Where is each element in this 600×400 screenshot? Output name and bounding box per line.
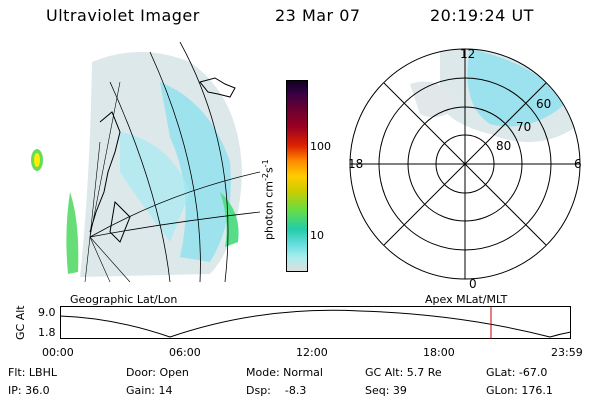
- colorbar-tick-100: 100: [310, 140, 331, 153]
- header-time: 20:19:24 UT: [430, 6, 534, 25]
- mlat-label-60: 60: [536, 97, 551, 111]
- seq-value: Seq: 39: [365, 384, 407, 397]
- polar-plot: 12 18 6 0 60 70 80: [348, 47, 582, 291]
- geographic-image: [31, 42, 260, 283]
- xtick-0600: 06:00: [169, 346, 201, 359]
- colorbar-unit-label: photon cm-2s-1: [261, 159, 276, 240]
- altitude-ymax: 9.0: [38, 306, 56, 319]
- mlt-label-18: 18: [348, 157, 363, 171]
- xtick-1800: 18:00: [423, 346, 455, 359]
- gain-value: Gain: 14: [126, 384, 173, 397]
- mlat-label-80: 80: [496, 139, 511, 153]
- ip-value: IP: 36.0: [8, 384, 50, 397]
- mlt-label-12: 12: [460, 47, 475, 61]
- apex-caption: Apex MLat/MLT: [425, 293, 508, 306]
- xtick-1200: 12:00: [296, 346, 328, 359]
- glon-value: GLon: 176.1: [486, 384, 553, 397]
- mlt-label-6: 6: [574, 157, 582, 171]
- gc-alt-value: GC Alt: 5.7 Re: [365, 366, 442, 379]
- mlat-label-70: 70: [516, 120, 531, 134]
- altitude-ymin: 1.8: [38, 326, 56, 339]
- colorbar-tick-10: 10: [310, 229, 324, 242]
- glat-value: GLat: -67.0: [486, 366, 548, 379]
- filter-value: Flt: LBHL: [8, 366, 57, 379]
- xtick-2359: 23:59: [551, 346, 583, 359]
- altitude-plot: [60, 306, 572, 339]
- dsp-value: Dsp: -8.3: [246, 384, 307, 397]
- mode-value: Mode: Normal: [246, 366, 323, 379]
- header-date: 23 Mar 07: [275, 6, 361, 25]
- xtick-0000: 00:00: [42, 346, 74, 359]
- altitude-ylabel: GC Alt: [14, 305, 27, 340]
- colorbar: [286, 80, 308, 272]
- door-value: Door: Open: [126, 366, 189, 379]
- geographic-caption: Geographic Lat/Lon: [70, 293, 178, 306]
- instrument-title: Ultraviolet Imager: [46, 6, 200, 25]
- mlt-label-0: 0: [469, 277, 477, 291]
